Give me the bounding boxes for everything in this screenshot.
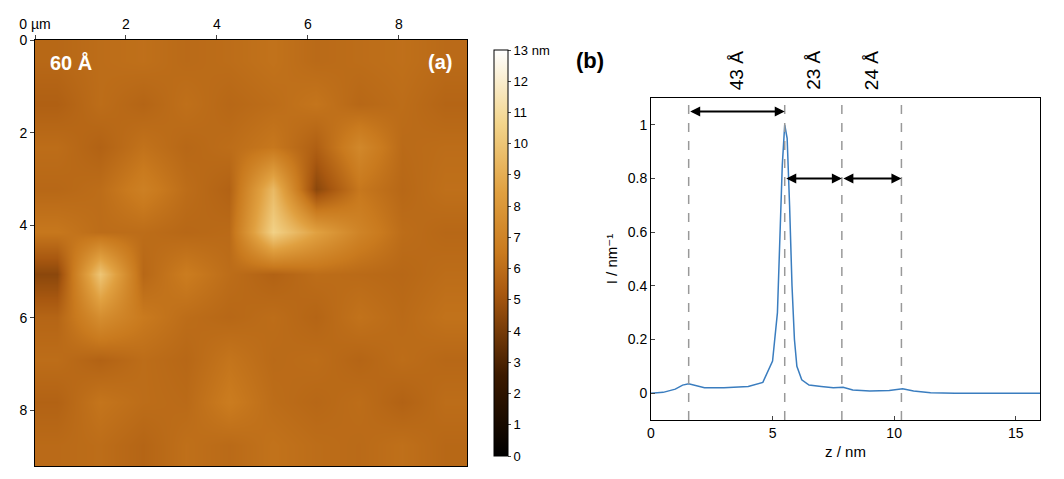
svg-text:43 Å: 43 Å xyxy=(726,51,747,90)
svg-text:7: 7 xyxy=(514,230,521,245)
svg-text:6: 6 xyxy=(514,261,521,276)
svg-text:1: 1 xyxy=(514,417,521,432)
svg-text:0.2: 0.2 xyxy=(628,331,648,347)
svg-text:6: 6 xyxy=(19,310,27,326)
svg-text:5: 5 xyxy=(769,425,777,441)
svg-text:12: 12 xyxy=(514,74,528,89)
svg-text:10: 10 xyxy=(514,136,528,151)
svg-text:24 Å: 24 Å xyxy=(861,51,882,90)
svg-text:0.8: 0.8 xyxy=(628,170,648,186)
svg-text:2: 2 xyxy=(514,386,521,401)
svg-text:13 nm: 13 nm xyxy=(514,43,550,58)
svg-text:4: 4 xyxy=(514,324,521,339)
svg-text:8: 8 xyxy=(19,402,27,418)
svg-text:(a): (a) xyxy=(428,51,452,73)
svg-text:3: 3 xyxy=(514,355,521,370)
svg-text:0.6: 0.6 xyxy=(628,224,648,240)
svg-text:6: 6 xyxy=(304,16,312,32)
svg-text:8: 8 xyxy=(395,16,403,32)
svg-text:4: 4 xyxy=(19,217,27,233)
svg-text:9: 9 xyxy=(514,167,521,182)
svg-text:0.4: 0.4 xyxy=(628,278,648,294)
svg-text:60 Å: 60 Å xyxy=(50,51,92,74)
svg-text:15: 15 xyxy=(1008,425,1024,441)
svg-text:0 µm: 0 µm xyxy=(19,16,50,32)
svg-text:0: 0 xyxy=(514,449,521,464)
svg-text:0: 0 xyxy=(639,385,647,401)
svg-text:2: 2 xyxy=(122,16,130,32)
svg-text:2: 2 xyxy=(19,125,27,141)
svg-text:5: 5 xyxy=(514,292,521,307)
svg-text:(b): (b) xyxy=(576,48,604,73)
svg-text:1: 1 xyxy=(639,117,647,133)
svg-text:z / nm: z / nm xyxy=(825,443,866,460)
svg-text:11: 11 xyxy=(514,105,528,120)
svg-text:8: 8 xyxy=(514,199,521,214)
svg-text:0: 0 xyxy=(19,32,27,48)
svg-text:4: 4 xyxy=(213,16,221,32)
svg-text:0: 0 xyxy=(647,425,655,441)
svg-text:23 Å: 23 Å xyxy=(803,50,824,89)
svg-text:10: 10 xyxy=(886,425,902,441)
svg-text:I / nm⁻¹: I / nm⁻¹ xyxy=(603,234,620,284)
